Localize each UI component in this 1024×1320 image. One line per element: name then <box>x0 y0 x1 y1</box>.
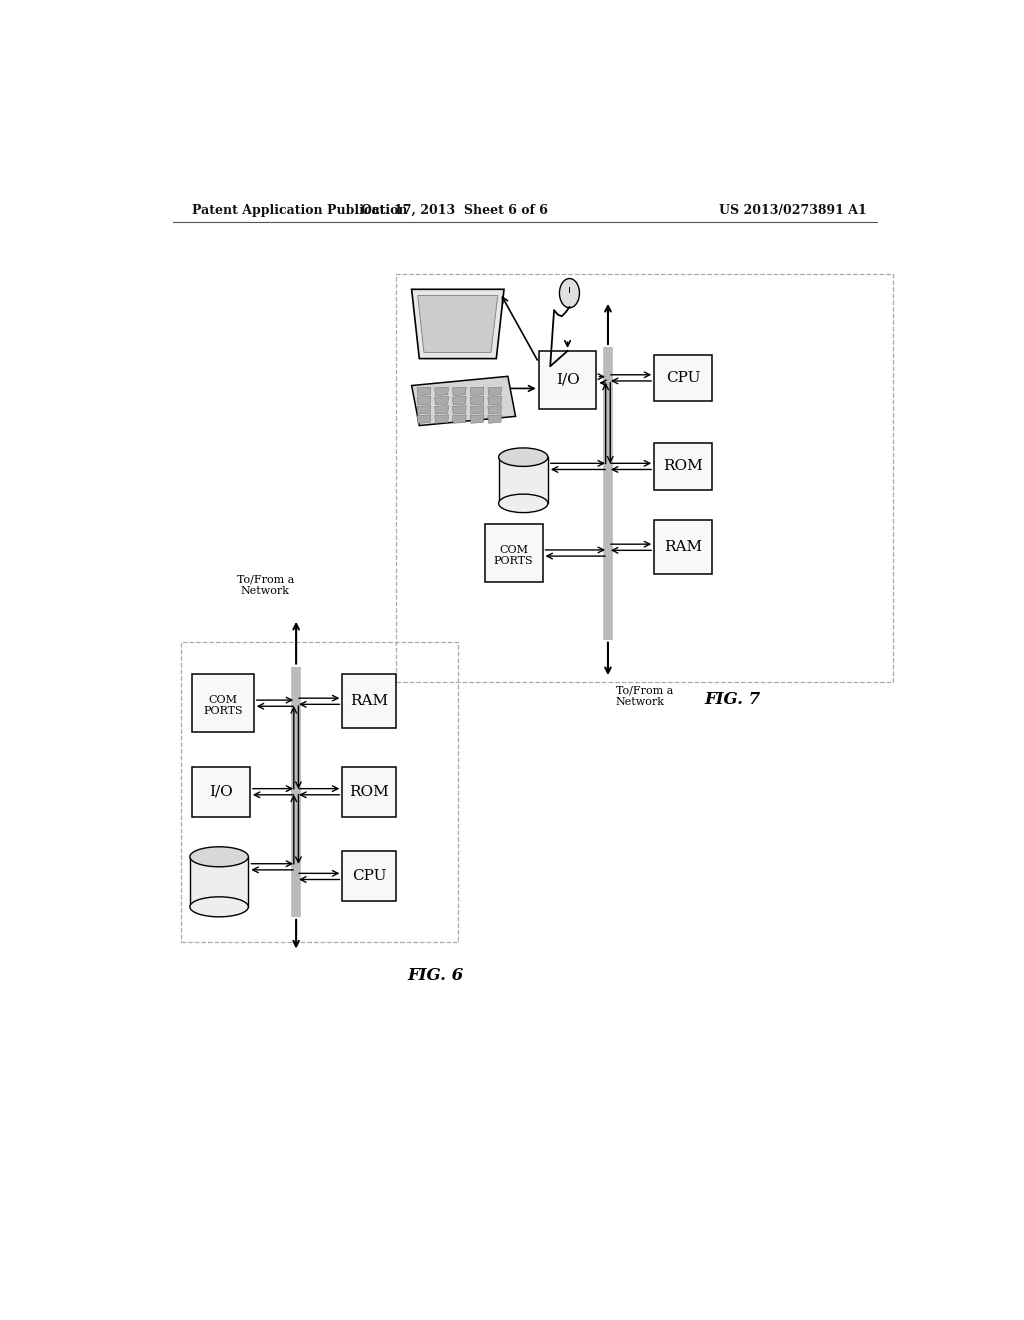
Polygon shape <box>487 396 502 405</box>
Bar <box>193 675 254 733</box>
Ellipse shape <box>189 847 249 867</box>
Polygon shape <box>417 387 431 396</box>
Polygon shape <box>470 414 484 424</box>
Text: Oct. 17, 2013  Sheet 6 of 6: Oct. 17, 2013 Sheet 6 of 6 <box>360 205 548 218</box>
Bar <box>189 857 249 907</box>
Bar <box>654 520 712 574</box>
Polygon shape <box>453 414 466 424</box>
Text: US 2013/0273891 A1: US 2013/0273891 A1 <box>719 205 866 218</box>
Bar <box>193 767 250 817</box>
Polygon shape <box>435 414 449 424</box>
Text: CPU: CPU <box>666 371 700 385</box>
Text: ROM: ROM <box>349 784 389 799</box>
Text: I/O: I/O <box>556 372 580 387</box>
Text: COM
PORTS: COM PORTS <box>203 694 243 717</box>
Polygon shape <box>412 289 504 359</box>
Text: To/From a
Network: To/From a Network <box>237 574 294 595</box>
Ellipse shape <box>499 494 548 512</box>
Bar <box>342 675 396 729</box>
Polygon shape <box>453 405 466 414</box>
Polygon shape <box>418 296 498 352</box>
Polygon shape <box>412 376 515 425</box>
Polygon shape <box>470 405 484 414</box>
Bar <box>342 767 396 817</box>
Polygon shape <box>453 396 466 405</box>
Bar <box>654 444 712 490</box>
Ellipse shape <box>189 896 249 917</box>
Ellipse shape <box>499 447 548 466</box>
Polygon shape <box>470 396 484 405</box>
Bar <box>499 457 548 503</box>
Text: To/From a
Network: To/From a Network <box>615 686 673 708</box>
Text: RAM: RAM <box>350 694 388 709</box>
Polygon shape <box>417 414 431 424</box>
Text: I/O: I/O <box>209 784 232 799</box>
Bar <box>484 524 543 582</box>
Text: COM
PORTS: COM PORTS <box>494 545 534 566</box>
Polygon shape <box>453 387 466 396</box>
Bar <box>539 351 596 409</box>
Bar <box>654 355 712 401</box>
Polygon shape <box>435 396 449 405</box>
Polygon shape <box>435 405 449 414</box>
Polygon shape <box>435 387 449 396</box>
Bar <box>342 851 396 902</box>
Text: FIG. 6: FIG. 6 <box>408 966 464 983</box>
Text: FIG. 7: FIG. 7 <box>705 692 761 709</box>
Polygon shape <box>487 414 502 424</box>
Polygon shape <box>487 387 502 396</box>
Polygon shape <box>417 405 431 414</box>
Bar <box>180 642 458 942</box>
Bar <box>396 275 893 682</box>
Text: CPU: CPU <box>352 870 386 883</box>
Text: ROM: ROM <box>664 459 702 474</box>
Ellipse shape <box>559 279 580 308</box>
Polygon shape <box>487 405 502 414</box>
Text: RAM: RAM <box>664 540 702 554</box>
Polygon shape <box>417 396 431 405</box>
Text: Patent Application Publication: Patent Application Publication <box>193 205 408 218</box>
Polygon shape <box>470 387 484 396</box>
